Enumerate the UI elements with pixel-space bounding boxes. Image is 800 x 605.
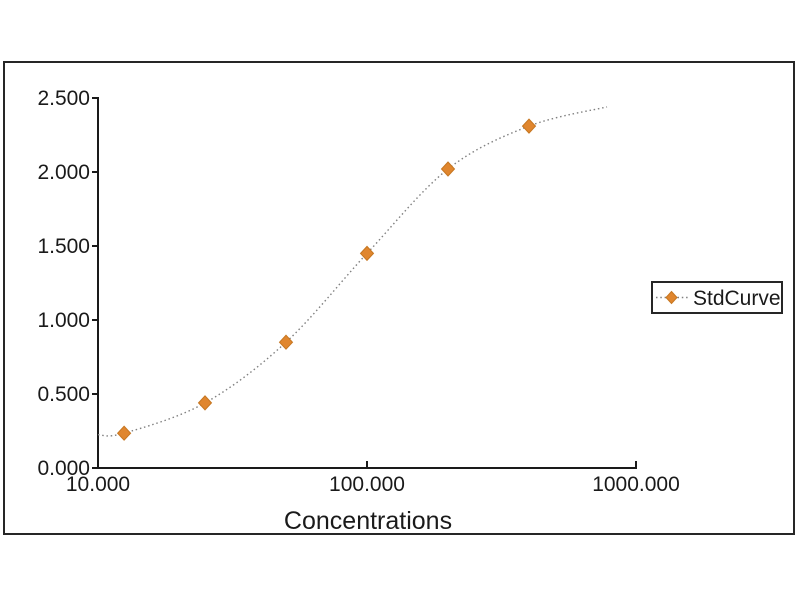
data-point-marker	[521, 118, 537, 134]
data-point-marker	[440, 161, 456, 177]
y-tick-label: 0.000	[37, 457, 90, 480]
stdcurve-fit-line	[97, 106, 608, 437]
stdcurve-data-points	[116, 118, 537, 441]
data-point-marker	[278, 334, 294, 350]
y-tick-label: 2.500	[37, 87, 90, 110]
data-point-marker	[197, 395, 213, 411]
x-axis-ticks: 10.000 100.000 1000.000	[66, 461, 680, 496]
data-point-marker	[359, 245, 375, 262]
legend-box	[651, 281, 783, 314]
x-tick-label: 100.000	[329, 473, 405, 496]
y-tick-label: 0.500	[37, 383, 90, 406]
legend-label: StdCurve	[693, 287, 781, 310]
x-tick-label: 1000.000	[592, 473, 680, 496]
y-tick-label: 1.500	[37, 235, 90, 258]
x-tick-label: 10.000	[66, 473, 130, 496]
legend-marker-diamond	[665, 290, 678, 305]
chart-outer-border	[3, 61, 795, 535]
x-axis-title: Concentrations	[284, 507, 452, 535]
y-axis-ticks: 0.000 0.500 1.000 1.500 2.000 2.500	[37, 87, 98, 480]
data-point-marker	[116, 425, 132, 441]
legend: StdCurve	[651, 281, 783, 314]
y-tick-label: 1.000	[37, 309, 90, 332]
y-tick-label: 2.000	[37, 161, 90, 184]
